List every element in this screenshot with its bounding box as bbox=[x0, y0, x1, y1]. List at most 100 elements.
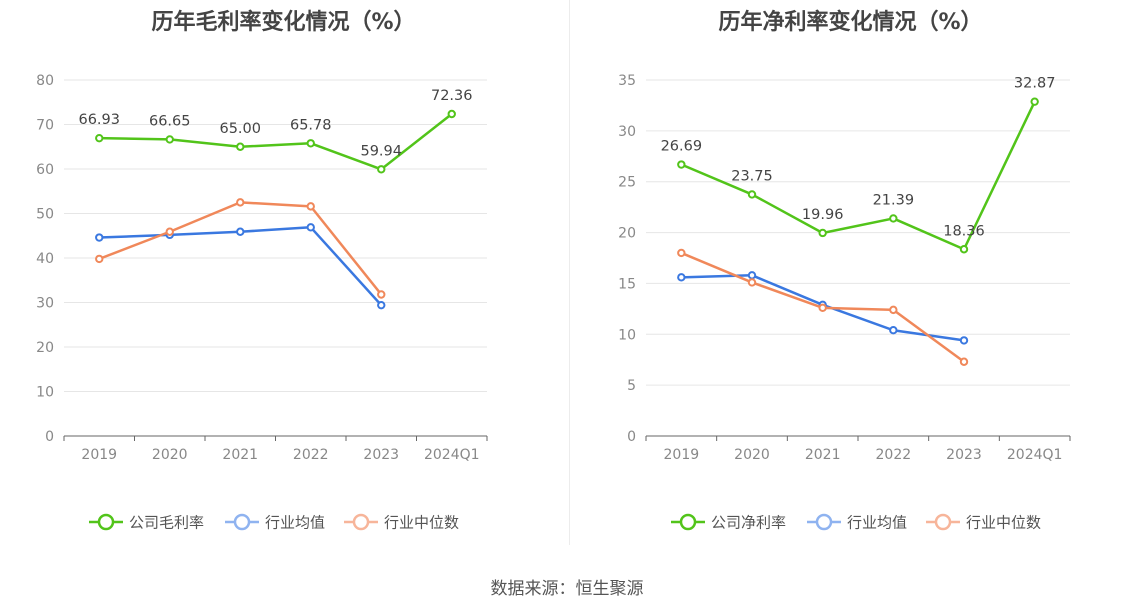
nm-legend-item-0[interactable]: 公司净利率 bbox=[671, 514, 786, 532]
gm-x-axis: 2019 2020 2021 2022 2023 2024Q1 bbox=[63, 435, 488, 463]
nm-legend-item-2[interactable]: 行业中位数 bbox=[926, 514, 1041, 532]
nm-series-0: 26.69 23.75 19.96 21.39 18.36 32.87 bbox=[661, 76, 1056, 254]
nm-series-0-point-2019 bbox=[677, 160, 686, 169]
gm-legend-swatch-marker bbox=[233, 513, 251, 531]
nm-y-axis: 0 5 10 15 20 25 30 35 bbox=[618, 73, 636, 445]
gm-data-label-2023: 59.94 bbox=[360, 143, 402, 159]
nm-series-0-point-2022 bbox=[889, 214, 898, 223]
gm-y-tick-label: 0 bbox=[45, 429, 54, 445]
nm-legend-label: 行业中位数 bbox=[966, 514, 1041, 532]
nm-data-label-2023: 18.36 bbox=[943, 223, 985, 239]
nm-x-axis: 2019 2020 2021 2022 2023 2024Q1 bbox=[645, 435, 1071, 463]
nm-series-1-point-2022 bbox=[889, 326, 898, 335]
nm-y-tick-label: 30 bbox=[618, 124, 636, 140]
gm-y-axis: 0 10 20 30 40 50 60 70 80 bbox=[36, 73, 54, 445]
gm-series-1 bbox=[95, 223, 386, 310]
data-source-note: 数据来源：恒生聚源 bbox=[490, 579, 644, 599]
nm-y-tick-label: 35 bbox=[618, 73, 636, 89]
nm-legend-swatch-marker bbox=[679, 513, 697, 531]
gm-x-tick-label-2022: 2022 bbox=[293, 447, 329, 463]
gm-series-0-point-2023 bbox=[377, 165, 386, 174]
gm-series-2 bbox=[95, 198, 386, 299]
nm-legend-swatch-marker bbox=[815, 513, 833, 531]
gm-legend-label: 行业均值 bbox=[265, 514, 325, 532]
gm-y-tick-label: 10 bbox=[36, 385, 54, 401]
gm-data-label-2019: 66.93 bbox=[78, 112, 120, 128]
gm-legend-swatch-marker bbox=[352, 513, 370, 531]
gm-series-2-line bbox=[98, 201, 383, 296]
nm-y-tick-label: 0 bbox=[627, 429, 636, 445]
gm-series-2-point-2020 bbox=[165, 227, 174, 236]
nm-y-tick-label: 15 bbox=[618, 276, 636, 292]
nm-series-1-point-2023 bbox=[959, 336, 969, 345]
nm-data-label-2024Q1: 32.87 bbox=[1014, 76, 1056, 92]
nm-series-2-point-2019 bbox=[677, 248, 686, 258]
gm-y-tick-label: 50 bbox=[36, 207, 54, 223]
nm-y-tick-label: 25 bbox=[618, 175, 636, 191]
gm-series-0-line bbox=[99, 113, 453, 171]
gm-x-tick-label-2020: 2020 bbox=[152, 447, 188, 463]
nm-x-tick-label-2023: 2023 bbox=[946, 447, 982, 463]
gm-x-tick-label-2023: 2023 bbox=[363, 447, 399, 463]
gm-series-0-point-2021 bbox=[236, 142, 245, 151]
gm-data-label-2020: 66.65 bbox=[149, 113, 191, 129]
gm-series-0-point-2022 bbox=[306, 139, 315, 148]
gm-legend: 公司毛利率 行业均值 行业中位数 bbox=[89, 514, 459, 532]
gm-series-2-point-2019 bbox=[95, 254, 104, 264]
gm-gridlines bbox=[64, 79, 487, 392]
nm-data-label-2019: 26.69 bbox=[661, 139, 703, 155]
gm-data-label-2024Q1: 72.36 bbox=[431, 88, 473, 104]
gm-series-0-point-2024Q1 bbox=[447, 109, 456, 119]
nm-legend-label: 公司净利率 bbox=[711, 514, 786, 532]
gm-series-2-point-2022 bbox=[306, 202, 315, 211]
gm-series-1-point-2022 bbox=[306, 223, 315, 232]
nm-series-0-point-2024Q1 bbox=[1030, 97, 1039, 106]
nm-series-1-point-2020 bbox=[747, 271, 757, 280]
nm-data-label-2020: 23.75 bbox=[731, 168, 773, 184]
gm-series-1-point-2021 bbox=[236, 227, 245, 236]
net-margin-panel: 历年净利率变化情况（%） 0 5 10 15 20 25 30 35 2019 2020 2021 2… bbox=[567, 0, 1134, 545]
gm-data-label-2021: 65.00 bbox=[219, 121, 261, 137]
nm-series-0-line bbox=[680, 101, 1036, 251]
gm-series-2-point-2023 bbox=[377, 290, 386, 299]
gm-x-tick-label-2021: 2021 bbox=[222, 447, 258, 463]
gross-margin-chart-title: 历年毛利率变化情况（%） bbox=[151, 10, 416, 35]
net-margin-chart-title: 历年净利率变化情况（%） bbox=[718, 10, 983, 35]
nm-data-label-2022: 21.39 bbox=[873, 192, 915, 208]
gm-series-2-point-2021 bbox=[236, 198, 245, 207]
gm-series-0: 66.93 66.65 65.00 65.78 59.94 72.36 bbox=[78, 88, 473, 174]
nm-legend-swatch-marker bbox=[934, 513, 952, 531]
nm-series-1-point-2019 bbox=[677, 273, 686, 282]
nm-legend: 公司净利率 行业均值 行业中位数 bbox=[671, 514, 1041, 532]
nm-series-0-point-2021 bbox=[818, 228, 827, 238]
panel-divider bbox=[569, 0, 570, 545]
gm-legend-item-0[interactable]: 公司毛利率 bbox=[89, 514, 204, 532]
gm-x-tick-label-2024Q1: 2024Q1 bbox=[424, 447, 480, 463]
gm-legend-item-2[interactable]: 行业中位数 bbox=[344, 514, 459, 532]
gm-y-tick-label: 30 bbox=[36, 296, 54, 312]
gm-series-0-point-2019 bbox=[95, 133, 104, 143]
gm-data-label-2022: 65.78 bbox=[290, 117, 332, 133]
gross-margin-panel: 历年毛利率变化情况（%） 0 10 20 30 40 50 60 70 80 2019 2020 20… bbox=[0, 0, 567, 545]
gm-legend-swatch-marker bbox=[97, 513, 115, 531]
gm-series-1-point-2023 bbox=[377, 300, 386, 310]
nm-x-tick-label-2024Q1: 2024Q1 bbox=[1007, 447, 1063, 463]
gm-legend-label: 公司毛利率 bbox=[129, 514, 204, 532]
nm-y-tick-label: 5 bbox=[627, 378, 636, 394]
nm-x-tick-label-2019: 2019 bbox=[664, 447, 700, 463]
nm-series-2-point-2022 bbox=[889, 305, 898, 315]
gm-series-1-point-2019 bbox=[95, 233, 104, 242]
nm-legend-label: 行业均值 bbox=[847, 514, 907, 532]
nm-y-tick-label: 10 bbox=[618, 327, 636, 343]
gm-legend-item-1[interactable]: 行业均值 bbox=[225, 514, 325, 532]
nm-series-0-point-2023 bbox=[959, 245, 969, 254]
nm-series-0-point-2020 bbox=[747, 190, 757, 199]
nm-x-tick-label-2021: 2021 bbox=[805, 447, 841, 463]
gm-x-tick-label-2019: 2019 bbox=[81, 447, 117, 463]
nm-series-2 bbox=[677, 248, 969, 366]
gm-legend-label: 行业中位数 bbox=[384, 514, 459, 532]
nm-legend-item-1[interactable]: 行业均值 bbox=[807, 514, 907, 532]
gm-series-0-point-2020 bbox=[165, 135, 174, 144]
gm-y-tick-label: 70 bbox=[36, 118, 54, 134]
nm-series-2-point-2023 bbox=[959, 357, 969, 366]
